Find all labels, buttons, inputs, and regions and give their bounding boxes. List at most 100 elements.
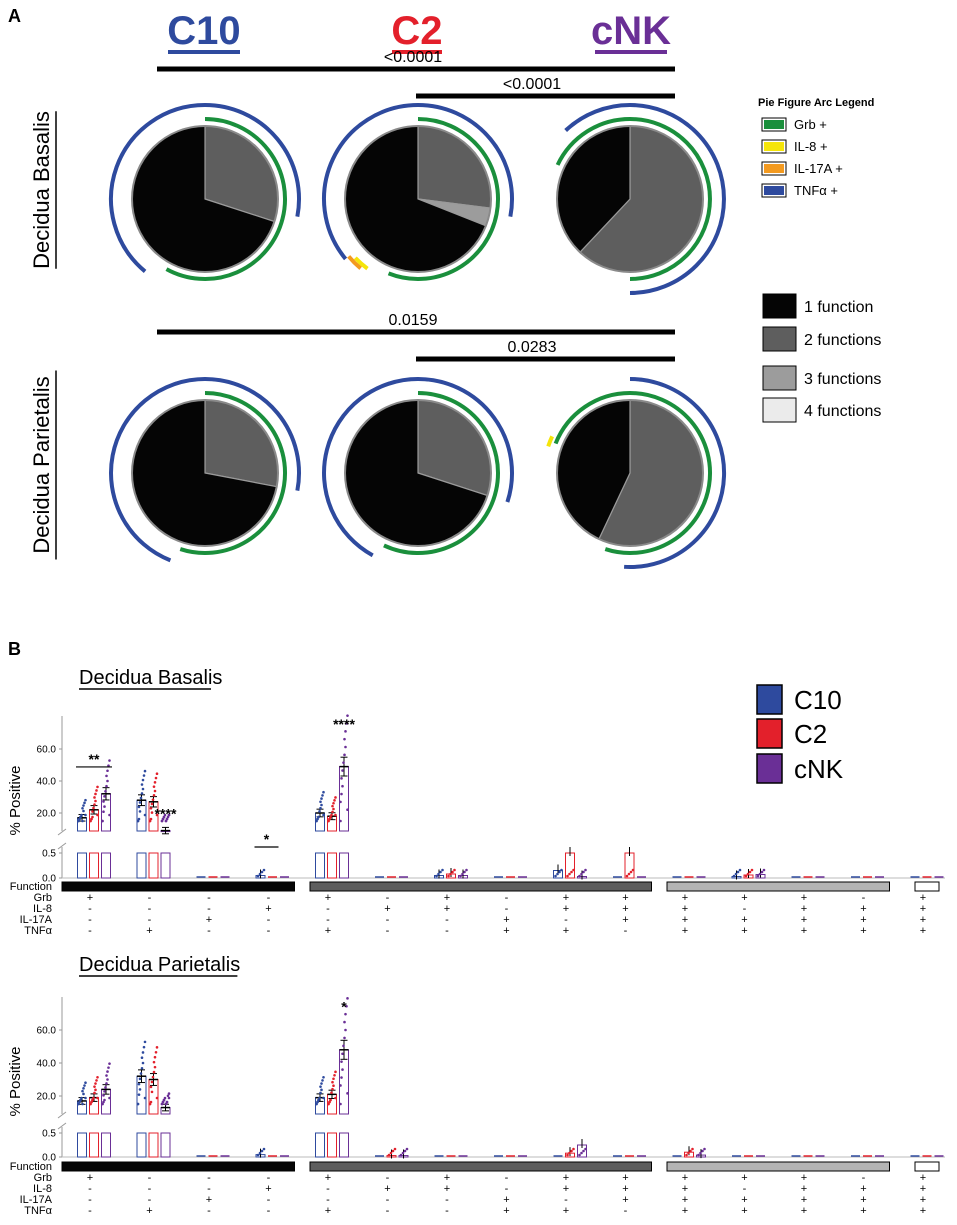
data-point — [79, 1098, 82, 1102]
function-sign: - — [445, 1205, 449, 1217]
data-point — [629, 870, 633, 874]
data-point — [344, 730, 347, 733]
function-sign: + — [920, 925, 926, 937]
data-point — [81, 806, 84, 810]
data-point — [399, 1153, 403, 1157]
data-point — [322, 813, 325, 817]
data-point — [141, 1061, 145, 1065]
data-point — [106, 1070, 109, 1073]
function-sign: + — [860, 903, 866, 915]
pie-arc-tnf — [417, 377, 514, 503]
function-row-label: Function — [10, 1161, 52, 1173]
function-sign: + — [920, 1183, 926, 1195]
data-point — [155, 1096, 159, 1100]
bar-cnk-lower — [160, 1132, 171, 1158]
function-sign: - — [624, 925, 628, 937]
data-point — [167, 813, 171, 817]
data-point — [699, 1151, 702, 1155]
data-point — [697, 1153, 700, 1157]
pie-arc-tnf — [322, 103, 419, 261]
function-sign: + — [325, 1172, 331, 1184]
function-sign: + — [801, 914, 807, 926]
pie-arc-tnf — [109, 377, 206, 563]
data-point — [572, 868, 575, 872]
data-point — [554, 874, 557, 878]
pie-arc-il-8 — [546, 435, 554, 448]
function-legend: 1 function 2 functions 3 functions 4 functi… — [762, 293, 881, 423]
data-point — [139, 796, 143, 800]
data-point — [345, 1004, 348, 1008]
data-point — [329, 1098, 332, 1102]
function-sign: - — [207, 1205, 211, 1217]
data-point — [155, 772, 159, 776]
data-point — [746, 872, 750, 876]
data-point — [154, 1050, 158, 1054]
bar-c10-lower — [77, 852, 87, 879]
function-sign: + — [801, 1194, 807, 1206]
data-point — [566, 1153, 569, 1157]
pie-decidua-parietalis-c10 — [109, 377, 301, 563]
data-point — [260, 1149, 264, 1153]
function-sign: + — [444, 892, 450, 904]
data-point — [748, 870, 752, 874]
data-point — [108, 1062, 111, 1065]
data-point — [449, 872, 452, 876]
pie-decidua-basalis-c10 — [109, 103, 301, 281]
pie-outline — [344, 125, 492, 273]
y-tick-label: 20.0 — [37, 809, 57, 820]
function-sign: + — [741, 1205, 747, 1217]
data-point — [339, 800, 342, 804]
function-sign: + — [920, 1172, 926, 1184]
arc-legend-label: TNFα + — [794, 183, 838, 198]
data-point — [143, 1096, 147, 1100]
data-point — [320, 1082, 323, 1085]
y-tick-label: 0.5 — [42, 849, 56, 860]
data-point — [108, 759, 111, 762]
function-sign: + — [563, 903, 569, 915]
bar-chart-title: Decidua Parietalis — [79, 954, 240, 976]
function-sign: - — [88, 925, 92, 937]
data-point — [391, 1149, 395, 1153]
bar-c10-lower — [77, 1132, 87, 1158]
function-row-label: Grb — [34, 892, 52, 904]
bar-cnk-lower — [101, 1132, 111, 1158]
function-sign: - — [207, 903, 211, 915]
pie-arc-tnf — [322, 377, 419, 558]
data-point — [331, 804, 334, 808]
data-point — [152, 785, 156, 788]
comparison-p-value: <0.0001 — [503, 76, 561, 93]
data-point — [320, 797, 323, 800]
function-sign: - — [505, 903, 509, 915]
function-sign: + — [801, 903, 807, 915]
function-sign: + — [384, 903, 390, 915]
data-point — [82, 1092, 85, 1096]
function-sign: - — [88, 903, 92, 915]
function-group-1-function — [61, 881, 295, 892]
data-point — [744, 874, 748, 878]
data-point — [105, 784, 108, 788]
data-point — [106, 1078, 109, 1081]
data-point — [140, 1066, 144, 1070]
y-axis-label: % Positive — [7, 765, 24, 835]
bar-c10-lower — [315, 1132, 325, 1158]
data-point — [140, 1056, 144, 1060]
function-sign: + — [444, 1172, 450, 1184]
data-point — [153, 781, 157, 784]
data-point — [94, 799, 97, 803]
data-point — [163, 813, 167, 817]
data-point — [143, 813, 147, 817]
function-row-label: TNFα — [24, 1205, 52, 1217]
data-point — [461, 872, 464, 876]
panel-a-letter: A — [8, 6, 21, 26]
data-point — [316, 817, 319, 821]
data-point — [84, 1096, 87, 1100]
data-point — [164, 1102, 168, 1106]
data-point — [344, 745, 347, 749]
function-sign: + — [801, 892, 807, 904]
data-point — [138, 1077, 142, 1081]
data-point — [148, 819, 152, 823]
data-point — [77, 1102, 80, 1106]
bar-c2-lower — [327, 852, 337, 879]
data-point — [340, 1076, 343, 1079]
data-point — [256, 874, 260, 878]
